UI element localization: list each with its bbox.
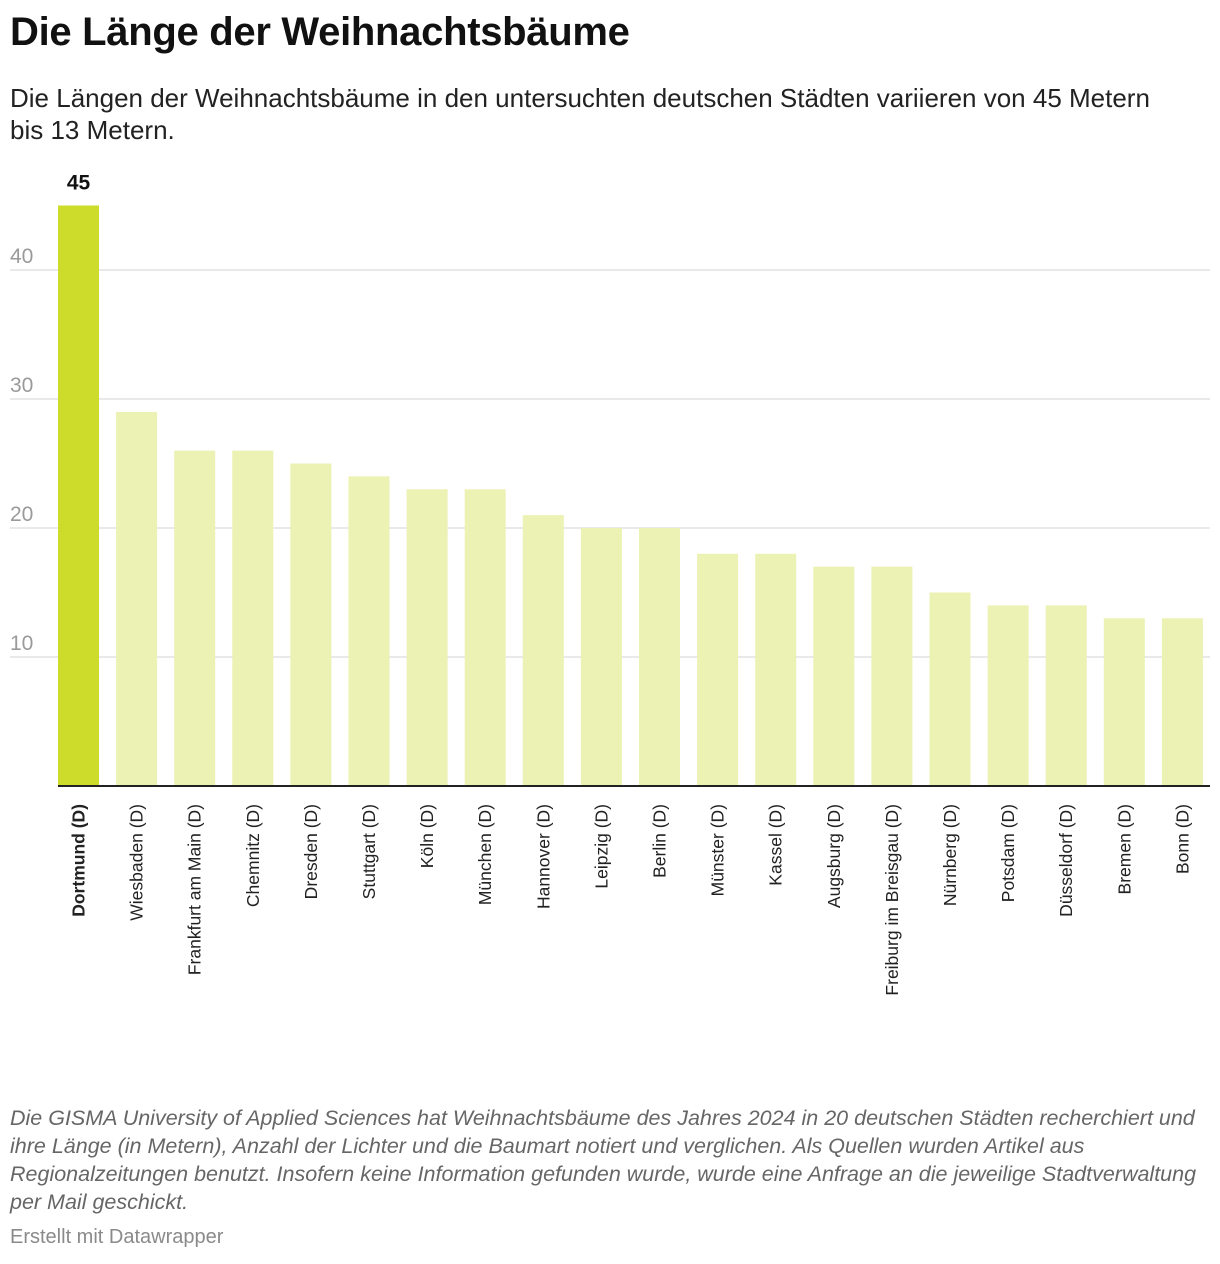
- y-tick-label: 10: [10, 632, 33, 655]
- bar: [174, 450, 216, 786]
- x-tick-label: Chemnitz (D): [243, 804, 263, 907]
- bar: [522, 515, 564, 786]
- x-tick-label: Nürnberg (D): [940, 804, 960, 906]
- bar: [348, 476, 390, 786]
- x-tick-label: Leipzig (D): [591, 804, 611, 889]
- bar: [290, 463, 332, 786]
- x-tick-label: Köln (D): [417, 804, 437, 868]
- bar: [755, 553, 797, 786]
- bar: [871, 566, 913, 786]
- chart-title: Die Länge der Weihnachtsbäume: [10, 10, 630, 54]
- bar: [464, 489, 506, 786]
- data-label: 45: [67, 172, 91, 195]
- x-tick-label: Wiesbaden (D): [127, 804, 147, 921]
- x-tick-label: Stuttgart (D): [359, 804, 379, 899]
- x-tick-label: Düsseldorf (D): [1056, 804, 1076, 917]
- x-tick-label: Münster (D): [708, 804, 728, 896]
- bar: [58, 205, 99, 786]
- x-tick-label: Frankfurt am Main (D): [185, 804, 205, 975]
- bar: [929, 592, 971, 786]
- y-tick-label: 30: [10, 374, 33, 397]
- x-tick-label: Hannover (D): [533, 804, 553, 909]
- bar: [1161, 618, 1203, 786]
- bar-chart: 10 20 30 40 45 Dortmund (D) Wiesbaden (D) Frank…: [10, 172, 1210, 996]
- bar: [580, 528, 622, 786]
- bar: [232, 450, 274, 786]
- y-tick-label: 20: [10, 503, 33, 526]
- x-tick-label: Augsburg (D): [824, 804, 844, 908]
- bar: [406, 489, 448, 786]
- bar: [697, 553, 739, 786]
- x-tick-label: München (D): [475, 804, 495, 905]
- x-tick-label: Berlin (D): [650, 804, 670, 878]
- x-tick-label: Potsdam (D): [998, 804, 1018, 902]
- bar: [813, 566, 855, 786]
- x-tick-label: Kassel (D): [766, 804, 786, 886]
- x-tick-label: Dortmund (D): [69, 804, 89, 917]
- bar: [116, 411, 158, 786]
- bar: [1045, 605, 1087, 786]
- x-tick-label: Freiburg im Breisgau (D): [882, 804, 902, 996]
- bar: [639, 528, 680, 786]
- x-tick-label: Bonn (D): [1172, 804, 1192, 874]
- chart-notes: Die GISMA University of Applied Sciences…: [10, 1106, 1197, 1214]
- x-tick-label: Dresden (D): [301, 804, 321, 899]
- chart-subtitle: Die Längen der Weihnachtsbäume in den un…: [10, 83, 1150, 145]
- bar: [1103, 618, 1145, 786]
- x-tick-label: Bremen (D): [1114, 804, 1134, 894]
- chart-credit: Erstellt mit Datawrapper: [10, 1226, 224, 1248]
- y-tick-label: 40: [10, 245, 33, 268]
- bar: [987, 605, 1029, 786]
